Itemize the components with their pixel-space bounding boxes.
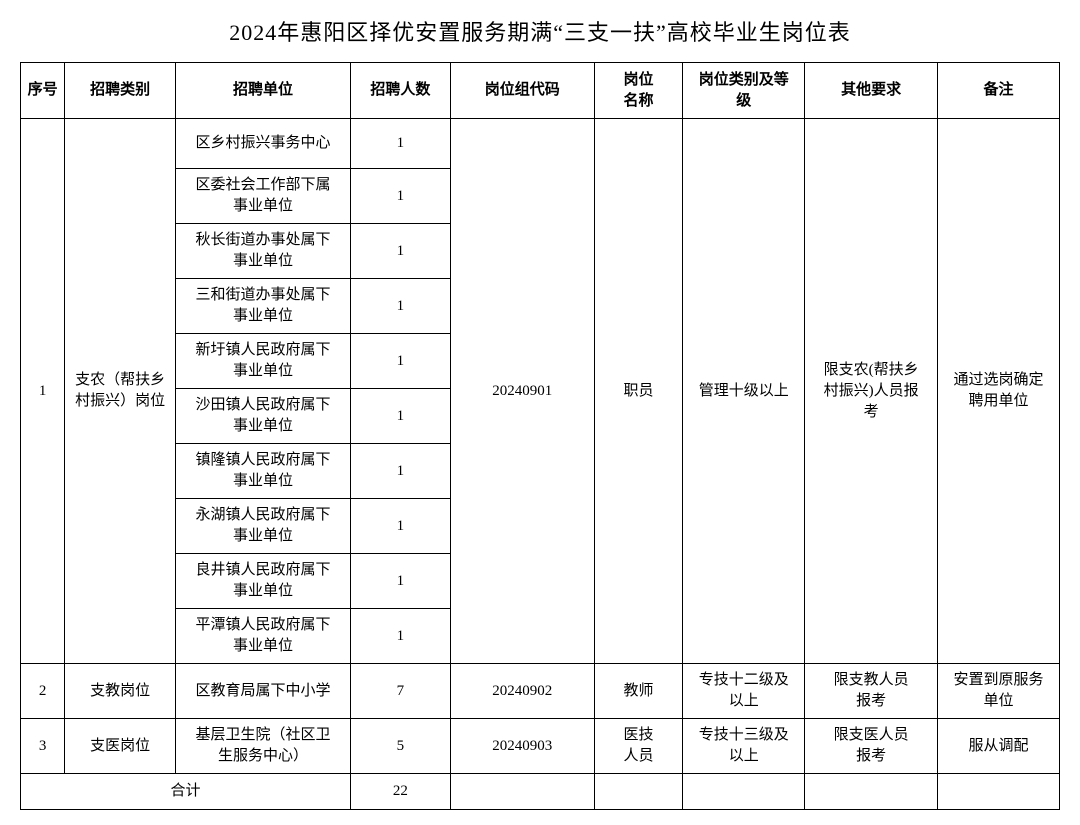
cell-unit: 区委社会工作部下属事业单位: [176, 169, 351, 224]
cell-count: 1: [351, 169, 451, 224]
header-seq: 序号: [21, 63, 65, 119]
cell-code: 20240902: [450, 664, 594, 719]
cell-count: 1: [351, 444, 451, 499]
header-name: 岗位名称: [594, 63, 683, 119]
cell-category: 支农（帮扶乡村振兴）岗位: [65, 119, 176, 664]
cell-seq: 3: [21, 719, 65, 774]
position-table: 序号 招聘类别 招聘单位 招聘人数 岗位组代码 岗位名称 岗位类别及等级 其他要…: [20, 62, 1060, 810]
cell-count: 1: [351, 119, 451, 169]
table-total-row: 合计22: [21, 774, 1060, 810]
cell-empty: [594, 774, 683, 810]
table-row: 1支农（帮扶乡村振兴）岗位区乡村振兴事务中心120240901职员管理十级以上限…: [21, 119, 1060, 169]
cell-category: 支教岗位: [65, 664, 176, 719]
header-level: 岗位类别及等级: [683, 63, 805, 119]
page-title: 2024年惠阳区择优安置服务期满“三支一扶”高校毕业生岗位表: [20, 15, 1060, 47]
cell-count: 1: [351, 224, 451, 279]
cell-empty: [938, 774, 1060, 810]
table-row: 2支教岗位区教育局属下中小学720240902教师专技十二级及以上限支教人员报考…: [21, 664, 1060, 719]
cell-seq: 1: [21, 119, 65, 664]
cell-level: 专技十三级及以上: [683, 719, 805, 774]
cell-req: 限支教人员报考: [805, 664, 938, 719]
cell-code: 20240901: [450, 119, 594, 664]
cell-posname: 教师: [594, 664, 683, 719]
cell-level: 专技十二级及以上: [683, 664, 805, 719]
cell-count: 7: [351, 664, 451, 719]
cell-unit: 镇隆镇人民政府属下事业单位: [176, 444, 351, 499]
header-note: 备注: [938, 63, 1060, 119]
cell-code: 20240903: [450, 719, 594, 774]
cell-count: 1: [351, 279, 451, 334]
cell-unit: 沙田镇人民政府属下事业单位: [176, 389, 351, 444]
cell-unit: 基层卫生院（社区卫生服务中心）: [176, 719, 351, 774]
cell-count: 1: [351, 389, 451, 444]
cell-total-label: 合计: [21, 774, 351, 810]
cell-note: 安置到原服务单位: [938, 664, 1060, 719]
cell-count: 1: [351, 334, 451, 389]
cell-req: 限支农(帮扶乡村振兴)人员报考: [805, 119, 938, 664]
header-count: 招聘人数: [351, 63, 451, 119]
cell-count: 1: [351, 499, 451, 554]
table-row: 3支医岗位基层卫生院（社区卫生服务中心）520240903医技人员专技十三级及以…: [21, 719, 1060, 774]
cell-category: 支医岗位: [65, 719, 176, 774]
cell-note: 通过选岗确定聘用单位: [938, 119, 1060, 664]
cell-unit: 三和街道办事处属下事业单位: [176, 279, 351, 334]
cell-unit: 区乡村振兴事务中心: [176, 119, 351, 169]
cell-req: 限支医人员报考: [805, 719, 938, 774]
cell-unit: 区教育局属下中小学: [176, 664, 351, 719]
cell-total-count: 22: [351, 774, 451, 810]
cell-empty: [683, 774, 805, 810]
cell-empty: [450, 774, 594, 810]
cell-posname: 职员: [594, 119, 683, 664]
cell-unit: 平潭镇人民政府属下事业单位: [176, 609, 351, 664]
cell-count: 5: [351, 719, 451, 774]
cell-level: 管理十级以上: [683, 119, 805, 664]
header-code: 岗位组代码: [450, 63, 594, 119]
header-category: 招聘类别: [65, 63, 176, 119]
cell-note: 服从调配: [938, 719, 1060, 774]
cell-unit: 永湖镇人民政府属下事业单位: [176, 499, 351, 554]
cell-unit: 良井镇人民政府属下事业单位: [176, 554, 351, 609]
header-req: 其他要求: [805, 63, 938, 119]
cell-unit: 新圩镇人民政府属下事业单位: [176, 334, 351, 389]
cell-seq: 2: [21, 664, 65, 719]
cell-count: 1: [351, 609, 451, 664]
cell-unit: 秋长街道办事处属下事业单位: [176, 224, 351, 279]
cell-count: 1: [351, 554, 451, 609]
table-header-row: 序号 招聘类别 招聘单位 招聘人数 岗位组代码 岗位名称 岗位类别及等级 其他要…: [21, 63, 1060, 119]
cell-empty: [805, 774, 938, 810]
cell-posname: 医技人员: [594, 719, 683, 774]
header-unit: 招聘单位: [176, 63, 351, 119]
